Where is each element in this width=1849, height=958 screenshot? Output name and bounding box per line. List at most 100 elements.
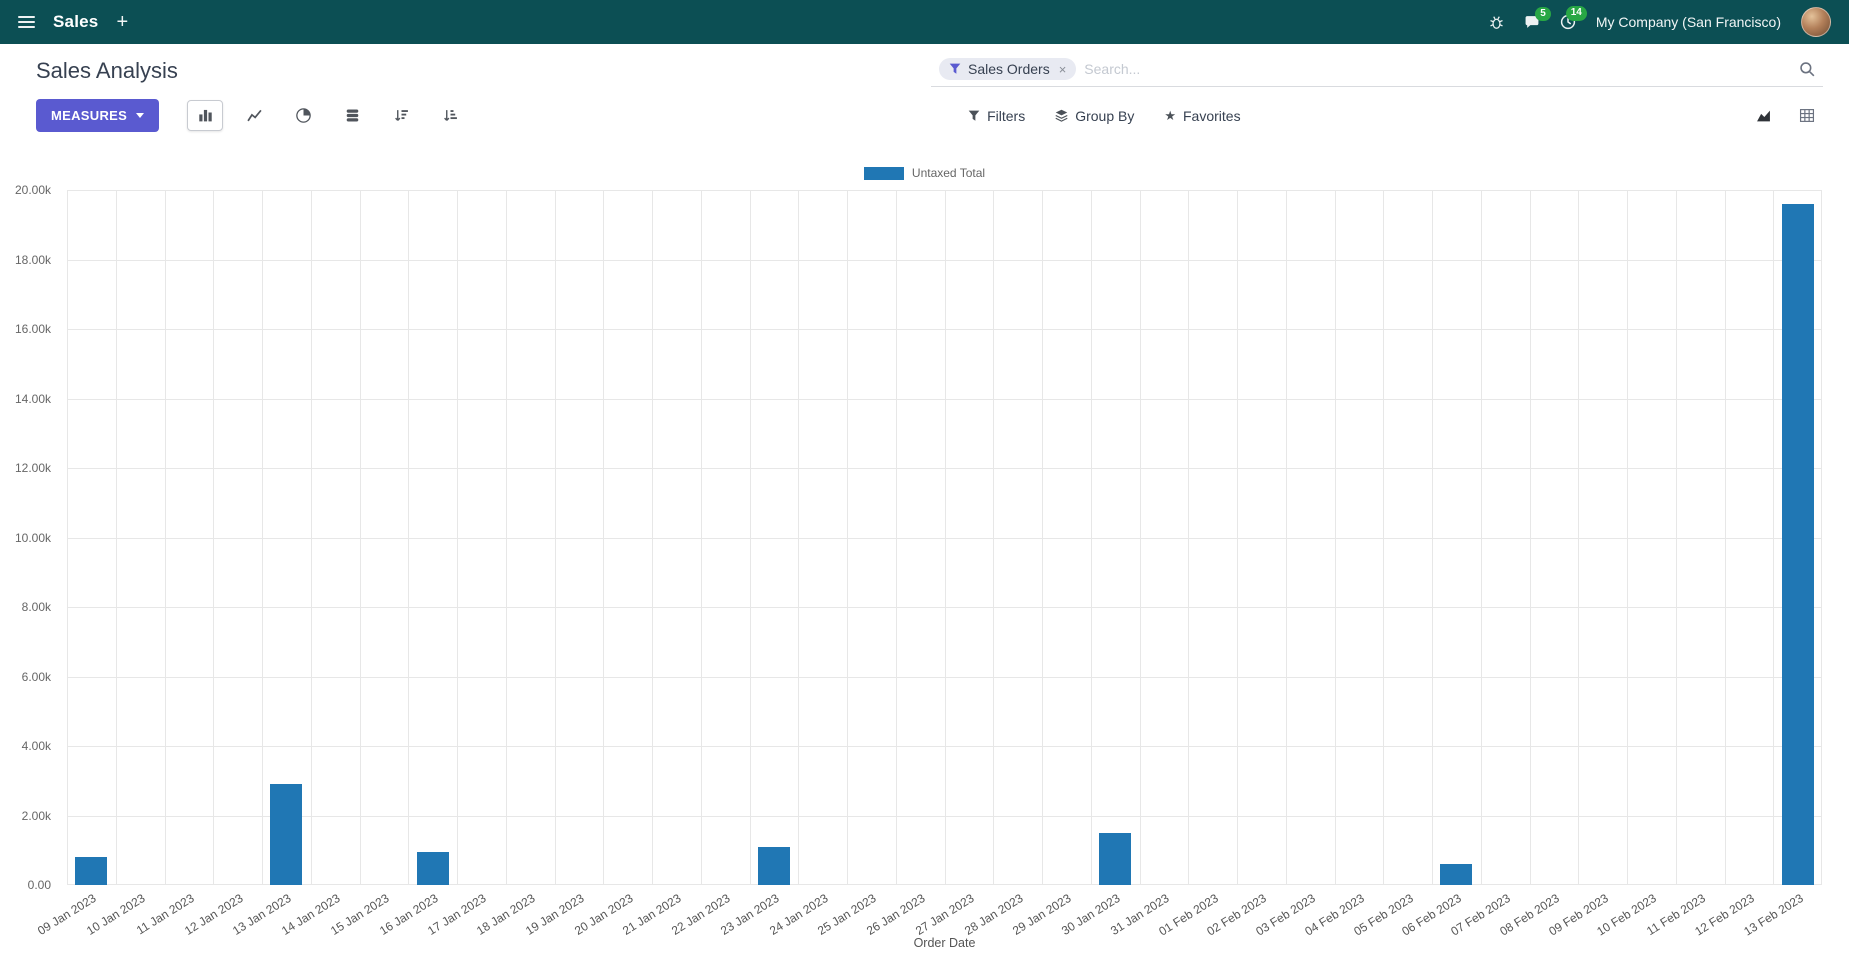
v-gridline [408, 190, 409, 885]
v-gridline [311, 190, 312, 885]
apps-menu-icon[interactable] [18, 15, 35, 29]
app-name[interactable]: Sales [53, 12, 99, 31]
top-navbar: Sales + 5 14 My Company (San Francisco) [0, 0, 1849, 44]
messages-badge: 5 [1535, 6, 1551, 21]
v-gridline [1188, 190, 1189, 885]
measures-button[interactable]: MEASURES [36, 99, 160, 132]
y-tick-label: 16.00k [14, 322, 51, 336]
v-gridline [1725, 190, 1726, 885]
v-gridline [750, 190, 751, 885]
new-tab-plus-icon[interactable]: + [116, 11, 129, 33]
pivot-view-button[interactable] [1791, 102, 1823, 130]
control-panel: Sales Analysis Sales Orders × MEASURES [0, 44, 1849, 132]
v-gridline [165, 190, 166, 885]
search-icon[interactable] [1799, 61, 1815, 77]
bar[interactable] [75, 857, 107, 885]
v-gridline [1383, 190, 1384, 885]
v-gridline [1091, 190, 1092, 885]
favorites-button[interactable]: ★ Favorites [1164, 108, 1240, 124]
y-tick-label: 2.00k [21, 809, 51, 823]
legend-swatch [863, 166, 904, 180]
star-icon: ★ [1164, 108, 1176, 123]
h-gridline [67, 329, 1822, 330]
bar[interactable] [1099, 833, 1131, 885]
activities-clock-icon[interactable]: 14 [1560, 6, 1587, 30]
y-axis-labels: 0.00 2.00k 4.00k 6.00k 8.00k 10.00k 12.00k 14.0… [0, 183, 59, 892]
v-gridline [945, 190, 946, 885]
v-gridline [1042, 190, 1043, 885]
search-options-group: Filters Group By ★ Favorites [968, 108, 1241, 124]
v-gridline [1821, 190, 1822, 885]
v-gridline [1530, 190, 1531, 885]
h-gridline [67, 538, 1822, 539]
v-gridline [798, 190, 799, 885]
plot-area [67, 190, 1822, 885]
v-gridline [1432, 190, 1433, 885]
search-facet-sales-orders[interactable]: Sales Orders × [939, 58, 1077, 80]
search-bar[interactable]: Sales Orders × [931, 54, 1823, 87]
h-gridline [67, 746, 1822, 747]
h-gridline [67, 190, 1822, 191]
chart-region: Untaxed Total 0.00 2.00k 4.00k 6.00k 8.00k 10… [0, 150, 1849, 958]
filter-funnel-icon [949, 63, 961, 75]
v-gridline [506, 190, 507, 885]
h-gridline [67, 884, 1822, 885]
h-gridline [67, 468, 1822, 469]
bar[interactable] [270, 784, 302, 885]
navbar-right: 5 14 My Company (San Francisco) [1489, 6, 1831, 37]
h-gridline [67, 607, 1822, 608]
v-gridline [457, 190, 458, 885]
v-gridline [701, 190, 702, 885]
sort-descending-button[interactable] [383, 100, 419, 131]
measures-label: MEASURES [51, 108, 128, 123]
v-gridline [1773, 190, 1774, 885]
v-gridline [360, 190, 361, 885]
v-gridline [1237, 190, 1238, 885]
filters-button[interactable]: Filters [968, 108, 1025, 124]
y-tick-label: 10.00k [14, 531, 51, 545]
line-chart-button[interactable] [236, 100, 272, 131]
y-tick-label: 20.00k [14, 183, 51, 197]
bar[interactable] [1782, 204, 1814, 885]
user-avatar[interactable] [1801, 7, 1831, 37]
filters-label: Filters [987, 107, 1026, 124]
group-by-button[interactable]: Group By [1055, 108, 1134, 124]
debug-bug-icon[interactable] [1489, 15, 1504, 30]
v-gridline [847, 190, 848, 885]
breadcrumb-row: Sales Analysis Sales Orders × [36, 54, 1823, 87]
messages-icon[interactable]: 5 [1524, 6, 1551, 30]
y-tick-label: 18.00k [14, 253, 51, 267]
pie-chart-button[interactable] [285, 100, 321, 131]
user-company-menu[interactable]: My Company (San Francisco) [1595, 14, 1781, 30]
x-axis-labels: 09 Jan 2023 10 Jan 2023 11 Jan 2023 12 Jan … [35, 885, 1822, 940]
chevron-down-icon [136, 113, 145, 118]
h-gridline [67, 677, 1822, 678]
layers-icon [1055, 109, 1068, 122]
search-input[interactable] [1084, 61, 1791, 77]
v-gridline [1481, 190, 1482, 885]
sort-ascending-button[interactable] [432, 100, 468, 131]
legend-label: Untaxed Total [911, 166, 986, 180]
chart-legend[interactable]: Untaxed Total [0, 166, 1849, 180]
y-tick-label: 8.00k [21, 600, 51, 614]
bar[interactable] [758, 847, 790, 885]
facet-remove-icon[interactable]: × [1058, 61, 1067, 77]
stacked-toggle-button[interactable] [334, 100, 370, 131]
graph-view-button[interactable] [1747, 102, 1779, 130]
v-gridline [1286, 190, 1287, 885]
y-tick-label: 0.00 [27, 878, 51, 892]
v-gridline [116, 190, 117, 885]
page-title: Sales Analysis [36, 57, 178, 83]
v-gridline [1140, 190, 1141, 885]
group-by-label: Group By [1075, 107, 1135, 124]
bar[interactable] [1440, 864, 1472, 885]
v-gridline [1676, 190, 1677, 885]
x-axis-title: Order Date [913, 936, 976, 950]
bar-chart-button[interactable] [187, 100, 224, 131]
v-gridline [555, 190, 556, 885]
h-gridline [67, 399, 1822, 400]
toolbar-row: MEASURES [36, 99, 1823, 132]
bar[interactable] [417, 852, 449, 885]
y-tick-label: 12.00k [14, 461, 51, 475]
chart-type-group [187, 100, 468, 131]
